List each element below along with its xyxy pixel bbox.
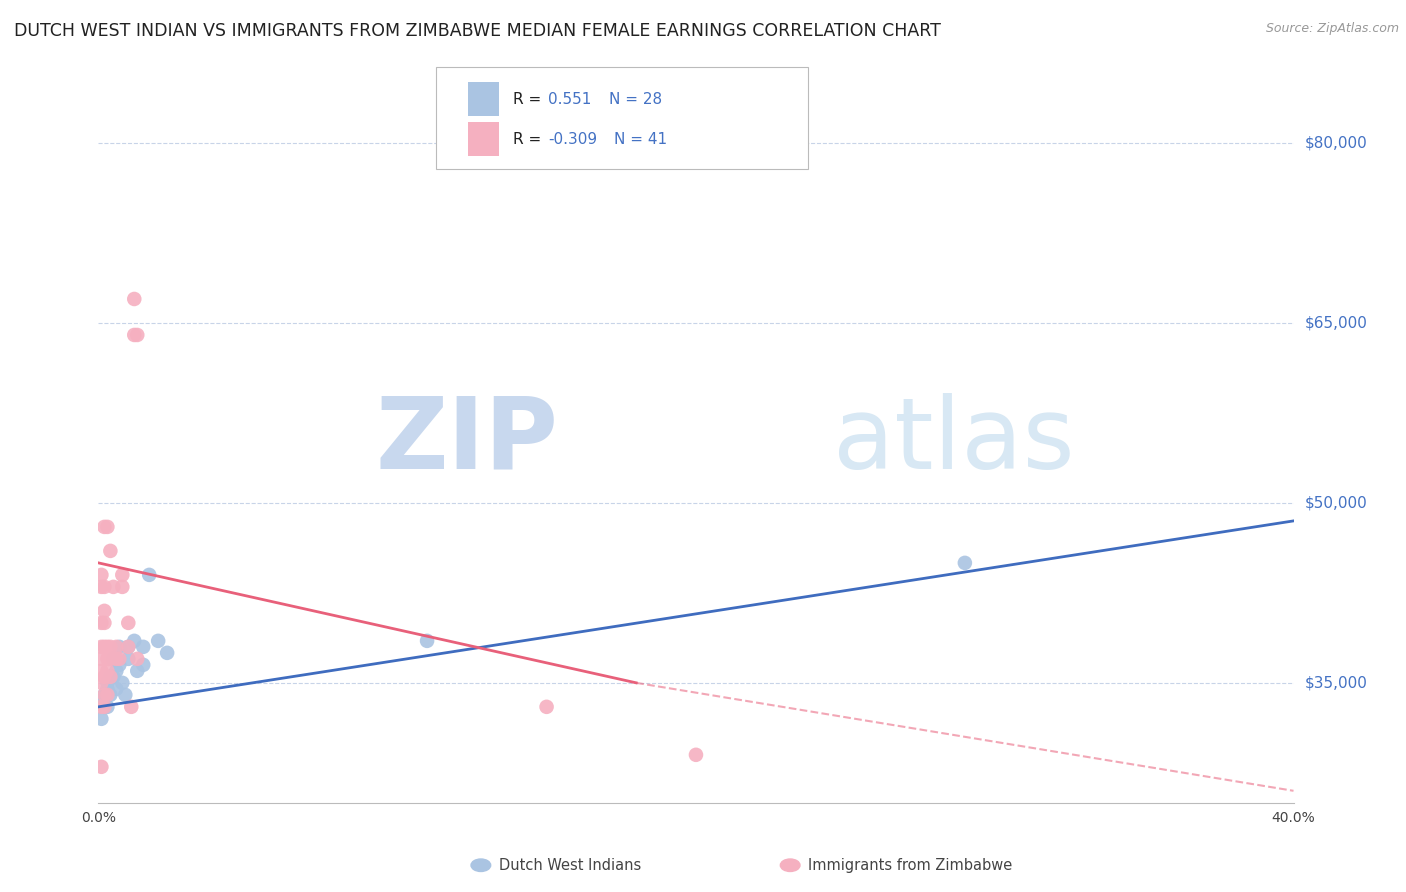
Point xyxy=(105,681,128,696)
Point xyxy=(111,567,134,582)
Point xyxy=(124,292,146,306)
Point xyxy=(93,580,115,594)
Point xyxy=(108,657,131,672)
Point xyxy=(156,646,179,660)
Point xyxy=(111,676,134,690)
Point xyxy=(103,670,125,684)
Point xyxy=(685,747,707,762)
Point xyxy=(96,640,118,654)
Point xyxy=(90,676,112,690)
Point xyxy=(90,567,112,582)
Text: N = 41: N = 41 xyxy=(614,132,668,146)
Point xyxy=(108,652,131,666)
Point xyxy=(90,712,112,726)
Point xyxy=(98,640,122,654)
Point xyxy=(96,688,118,702)
Point xyxy=(111,580,134,594)
Point xyxy=(127,652,149,666)
Point xyxy=(132,657,155,672)
Point xyxy=(98,652,122,666)
Point xyxy=(93,699,115,714)
Point xyxy=(98,544,122,558)
Point xyxy=(98,670,122,684)
Point xyxy=(96,676,118,690)
Point xyxy=(90,615,112,630)
Point xyxy=(93,670,115,684)
Point xyxy=(96,681,118,696)
Point xyxy=(953,556,976,570)
Point xyxy=(105,652,128,666)
Text: R =: R = xyxy=(513,92,547,106)
Point xyxy=(93,688,115,702)
Point xyxy=(536,699,558,714)
Point xyxy=(124,633,146,648)
Point xyxy=(103,580,125,594)
Point xyxy=(90,580,112,594)
Text: N = 28: N = 28 xyxy=(609,92,662,106)
Point xyxy=(103,652,125,666)
Text: $65,000: $65,000 xyxy=(1305,316,1368,330)
Point xyxy=(90,640,112,654)
Point xyxy=(132,640,155,654)
Point xyxy=(90,664,112,678)
Text: 0.551: 0.551 xyxy=(548,92,592,106)
Point xyxy=(117,640,139,654)
Text: $80,000: $80,000 xyxy=(1305,136,1368,151)
Point xyxy=(90,699,112,714)
Point xyxy=(93,604,115,618)
Point xyxy=(416,633,439,648)
Point xyxy=(124,328,146,343)
Text: $50,000: $50,000 xyxy=(1305,495,1368,510)
Point xyxy=(90,694,112,708)
Point xyxy=(96,520,118,534)
Text: Source: ZipAtlas.com: Source: ZipAtlas.com xyxy=(1265,22,1399,36)
Point xyxy=(117,652,139,666)
Point xyxy=(114,688,136,702)
Point xyxy=(148,633,170,648)
Text: R =: R = xyxy=(513,132,547,146)
Point xyxy=(108,640,131,654)
Text: Dutch West Indians: Dutch West Indians xyxy=(499,858,641,872)
Point xyxy=(93,640,115,654)
Point xyxy=(93,615,115,630)
Point xyxy=(98,688,122,702)
Point xyxy=(117,640,139,654)
Text: DUTCH WEST INDIAN VS IMMIGRANTS FROM ZIMBABWE MEDIAN FEMALE EARNINGS CORRELATION: DUTCH WEST INDIAN VS IMMIGRANTS FROM ZIM… xyxy=(14,22,941,40)
Point xyxy=(98,670,122,684)
Text: ZIP: ZIP xyxy=(375,392,558,490)
Point xyxy=(120,699,142,714)
Text: Immigrants from Zimbabwe: Immigrants from Zimbabwe xyxy=(808,858,1012,872)
Point xyxy=(127,664,149,678)
Point xyxy=(93,520,115,534)
Text: atlas: atlas xyxy=(834,392,1076,490)
Point xyxy=(117,615,139,630)
Point xyxy=(93,688,115,702)
Text: $35,000: $35,000 xyxy=(1305,675,1368,690)
Point xyxy=(127,328,149,343)
Point xyxy=(96,664,118,678)
Point xyxy=(138,567,160,582)
Point xyxy=(105,640,128,654)
Point xyxy=(105,664,128,678)
Point xyxy=(96,699,118,714)
Point xyxy=(90,760,112,774)
Point xyxy=(93,699,115,714)
Point xyxy=(96,652,118,666)
Point xyxy=(90,652,112,666)
Text: -0.309: -0.309 xyxy=(548,132,598,146)
